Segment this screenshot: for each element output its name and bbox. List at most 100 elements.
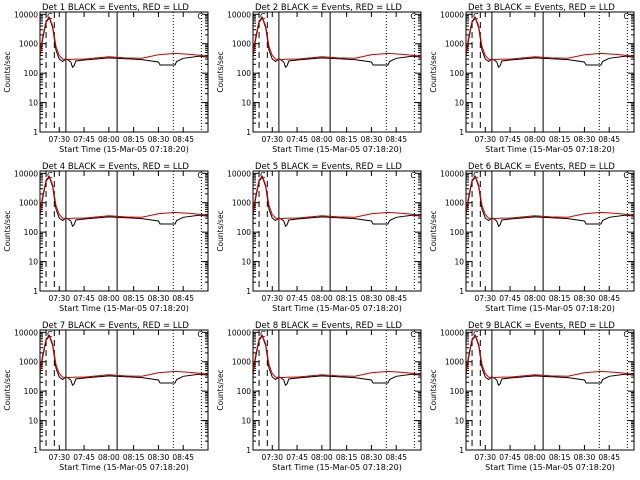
y-tick-label: 100 [237, 387, 252, 396]
x-tick-label: 07:30 [48, 453, 70, 462]
y-tick-label: 10 [241, 99, 251, 108]
series-line-lld [466, 175, 634, 220]
x-axis-label: Start Time (15-Mar-05 07:18:20) [59, 463, 189, 472]
y-tick-label: 10000 [440, 10, 464, 19]
marker-label: C [260, 171, 266, 180]
y-tick-label: 1 [246, 287, 251, 296]
x-tick-label: 08:00 [524, 294, 546, 303]
y-axis-label: Counts/sec [3, 369, 12, 410]
y-tick-label: 10 [28, 258, 38, 267]
y-tick-label: 100 [24, 69, 39, 78]
y-tick-label: 10000 [227, 10, 251, 19]
x-tick-label: 08:15 [336, 135, 358, 144]
x-tick-label: 08:00 [98, 294, 120, 303]
x-tick-label: 07:45 [286, 453, 308, 462]
y-tick-label: 100 [237, 69, 252, 78]
plot-frame [39, 11, 209, 133]
panel-title: Det 5 BLACK = Events, RED = LLD [255, 162, 402, 172]
x-tick-label: 07:30 [474, 453, 496, 462]
panel-title: Det 4 BLACK = Events, RED = LLD [42, 162, 189, 172]
x-tick-label: 07:30 [48, 135, 70, 144]
marker-label: C [623, 171, 629, 180]
y-axis-label: Counts/sec [429, 210, 438, 251]
plot-frame [252, 11, 422, 133]
y-tick-label: 10000 [227, 169, 251, 178]
y-tick-label: 1000 [19, 40, 38, 49]
plot-frame [465, 11, 635, 133]
x-tick-label: 07:30 [48, 294, 70, 303]
plot-frame [465, 170, 635, 292]
y-tick-label: 10 [241, 258, 251, 267]
y-tick-label: 1 [459, 128, 464, 137]
plot-frame [252, 170, 422, 292]
series-line-lld [466, 16, 634, 61]
series-line-lld [253, 175, 421, 220]
y-axis-label: Counts/sec [216, 369, 225, 410]
plot-frame [252, 329, 422, 451]
x-tick-label: 08:30 [574, 294, 596, 303]
x-tick-label: 08:00 [311, 135, 333, 144]
y-tick-label: 1000 [445, 199, 464, 208]
x-tick-label: 08:30 [148, 453, 170, 462]
x-tick-label: 08:30 [361, 294, 383, 303]
x-tick-label: 08:30 [148, 294, 170, 303]
marker-label: C [197, 330, 203, 339]
y-tick-label: 100 [450, 69, 465, 78]
y-tick-label: 100 [450, 228, 465, 237]
y-axis-label: Counts/sec [429, 369, 438, 410]
panel-title: Det 6 BLACK = Events, RED = LLD [468, 162, 615, 172]
y-tick-label: 1 [33, 128, 38, 137]
x-axis-label: Start Time (15-Mar-05 07:18:20) [272, 304, 402, 313]
x-tick-label: 08:00 [311, 294, 333, 303]
marker-label: C [260, 330, 266, 339]
panel-title: Det 3 BLACK = Events, RED = LLD [468, 3, 615, 13]
x-tick-label: 08:15 [549, 135, 571, 144]
y-tick-label: 10 [28, 99, 38, 108]
marker-label: C [260, 12, 266, 21]
marker-label: C [47, 12, 53, 21]
x-tick-label: 08:30 [574, 453, 596, 462]
x-axis-label: Start Time (15-Mar-05 07:18:20) [485, 145, 615, 154]
marker-label: C [410, 330, 416, 339]
marker-label: C [47, 171, 53, 180]
y-tick-label: 1 [246, 128, 251, 137]
y-tick-label: 1000 [232, 40, 251, 49]
marker-label: C [410, 171, 416, 180]
y-tick-label: 10 [454, 99, 464, 108]
y-axis-label: Counts/sec [216, 210, 225, 251]
marker-label: C [623, 330, 629, 339]
y-axis-label: Counts/sec [3, 210, 12, 251]
y-axis-label: Counts/sec [429, 51, 438, 92]
marker-label: C [410, 12, 416, 21]
y-tick-label: 100 [450, 387, 465, 396]
x-tick-label: 08:45 [598, 294, 620, 303]
y-tick-label: 10000 [440, 328, 464, 337]
x-axis-label: Start Time (15-Mar-05 07:18:20) [485, 304, 615, 313]
panel-title: Det 1 BLACK = Events, RED = LLD [42, 3, 189, 13]
y-tick-label: 1 [459, 287, 464, 296]
x-tick-label: 08:15 [123, 453, 145, 462]
x-tick-label: 08:15 [123, 135, 145, 144]
x-tick-label: 07:30 [474, 294, 496, 303]
y-tick-label: 1 [459, 446, 464, 455]
x-tick-label: 08:30 [361, 453, 383, 462]
x-tick-label: 07:45 [499, 135, 521, 144]
x-tick-label: 08:45 [385, 135, 407, 144]
x-tick-label: 08:45 [598, 135, 620, 144]
y-axis-label: Counts/sec [3, 51, 12, 92]
x-axis-label: Start Time (15-Mar-05 07:18:20) [272, 463, 402, 472]
x-tick-label: 08:45 [172, 294, 194, 303]
x-tick-label: 08:15 [336, 294, 358, 303]
x-axis-label: Start Time (15-Mar-05 07:18:20) [272, 145, 402, 154]
x-tick-label: 08:30 [574, 135, 596, 144]
x-tick-label: 08:30 [148, 135, 170, 144]
panel-title: Det 2 BLACK = Events, RED = LLD [255, 3, 402, 13]
x-tick-label: 08:00 [311, 453, 333, 462]
